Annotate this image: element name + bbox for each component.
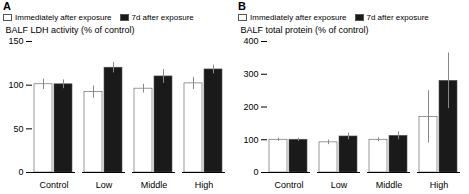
svg-text:Low: Low	[331, 180, 348, 190]
svg-text:200: 200	[243, 102, 258, 112]
html-text:B: B	[238, 0, 246, 12]
svg-text:0: 0	[18, 167, 23, 177]
svg-text:100: 100	[8, 80, 23, 90]
svg-text:100: 100	[243, 135, 258, 145]
svg-text:High: High	[430, 180, 449, 190]
svg-text:300: 300	[243, 69, 258, 79]
svg-text:50: 50	[13, 124, 23, 134]
svg-text:150: 150	[8, 36, 23, 46]
svg-text:BALF LDH activity (% of contro: BALF LDH activity (% of control)	[6, 25, 135, 35]
html-text:Immediately after exposure: Immediately after exposure	[15, 13, 112, 22]
svg-text:Control: Control	[39, 180, 68, 190]
svg-text:Middle: Middle	[141, 180, 168, 190]
svg-text:400: 400	[243, 36, 258, 46]
svg-text:High: High	[195, 180, 214, 190]
html-text:A: A	[3, 0, 11, 12]
svg-text:BALF total protein (% of contr: BALF total protein (% of control)	[241, 25, 369, 35]
html-text:Immediately after exposure: Immediately after exposure	[250, 13, 347, 22]
svg-text:Control: Control	[274, 180, 303, 190]
svg-text:0: 0	[253, 167, 258, 177]
html-text:7d after exposure: 7d after exposure	[366, 13, 429, 22]
html-text:7d after exposure: 7d after exposure	[131, 13, 194, 22]
svg-text:Low: Low	[96, 180, 113, 190]
svg-text:Middle: Middle	[376, 180, 403, 190]
